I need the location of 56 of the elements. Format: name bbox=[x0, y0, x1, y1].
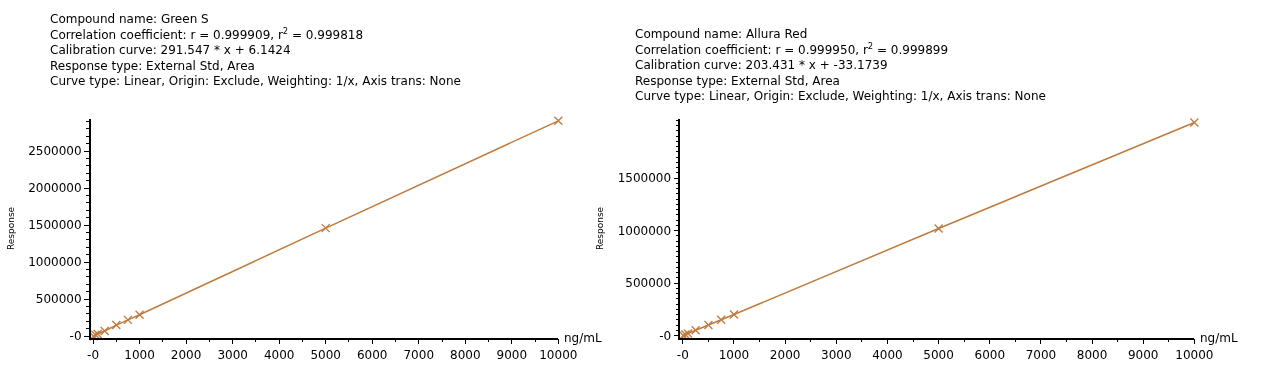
point bbox=[1189, 117, 1200, 128]
x-tick-label: 8000 bbox=[450, 347, 481, 362]
y-tick-label: -0 bbox=[69, 329, 82, 344]
y-tick-label: 1500000 bbox=[28, 218, 82, 233]
point bbox=[111, 320, 121, 330]
y-tick-label: -0 bbox=[659, 328, 672, 343]
x-tick-label: 7000 bbox=[1025, 347, 1057, 362]
point bbox=[703, 320, 714, 330]
y-tick-label: 1000000 bbox=[28, 255, 82, 270]
text: Correlation coefficient: r = 0.999909, r$^{2}$ = 0.999818 bbox=[50, 25, 364, 42]
text: Response type: External Std, Area bbox=[635, 73, 840, 88]
text: Response type: External Std, Area bbox=[50, 58, 255, 73]
x-tick-label: 7000 bbox=[403, 347, 435, 362]
y-tick-label: 500000 bbox=[35, 292, 82, 307]
x-axis-title: ng/mL bbox=[564, 331, 602, 345]
text: Calibration curve: 291.547 * x + 6.1424 bbox=[50, 43, 291, 58]
x-tick-label: 1000 bbox=[124, 347, 155, 362]
y-axis-title: Response bbox=[5, 206, 16, 251]
text: Curve type: Linear, Origin: Exclude, Weighting: 1/x, Axis trans: None bbox=[50, 74, 461, 89]
x-tick-label: 6000 bbox=[974, 347, 1006, 362]
x-tick-label: 8000 bbox=[1076, 347, 1108, 362]
x-tick-label: 2000 bbox=[170, 347, 202, 362]
x-tick-label: 3000 bbox=[821, 347, 852, 362]
point bbox=[134, 310, 145, 320]
text: Curve type: Linear, Origin: Exclude, Weighting: 1/x, Axis trans: None bbox=[635, 89, 1046, 104]
y-tick-label: 1500000 bbox=[617, 171, 672, 186]
point bbox=[321, 223, 331, 233]
x-tick-label: 10000 bbox=[1175, 347, 1214, 362]
y-tick-label: 2000000 bbox=[28, 181, 82, 196]
text: Calibration curve: 203.431 * x + -33.1739 bbox=[635, 58, 888, 73]
x-tick-label: 5000 bbox=[310, 347, 341, 362]
y-tick-label: 500000 bbox=[625, 276, 672, 291]
x-tick-label: 9000 bbox=[1127, 347, 1159, 362]
text: Correlation coefficient: r = 0.999950, r$^{2}$ = 0.999899 bbox=[635, 40, 949, 57]
x-tick-label: 2000 bbox=[769, 347, 801, 362]
point bbox=[553, 116, 563, 126]
x-tick-label: 4000 bbox=[263, 347, 295, 362]
x-tick-label: 1000 bbox=[718, 347, 750, 362]
point bbox=[933, 223, 944, 234]
y-tick-label: 1000000 bbox=[617, 223, 672, 238]
x-tick-label: 4000 bbox=[872, 347, 903, 362]
x-axis-title: ng/mL bbox=[1200, 331, 1238, 345]
x-tick-label: 6000 bbox=[356, 347, 388, 362]
y-axis-title: Response bbox=[595, 206, 606, 251]
point bbox=[729, 309, 739, 320]
point bbox=[716, 315, 726, 325]
x-tick-label: 3000 bbox=[217, 347, 248, 362]
x-tick-label: -0 bbox=[87, 347, 100, 362]
text: Compound name: Green S bbox=[50, 12, 209, 26]
y-tick-label: 2500000 bbox=[28, 144, 82, 159]
point bbox=[123, 315, 133, 325]
text: Compound name: Allura Red bbox=[635, 27, 808, 41]
x-tick-label: 9000 bbox=[496, 347, 528, 362]
x-tick-label: 5000 bbox=[923, 347, 954, 362]
x-tick-label: 10000 bbox=[539, 347, 578, 362]
x-tick-label: -0 bbox=[676, 347, 689, 362]
